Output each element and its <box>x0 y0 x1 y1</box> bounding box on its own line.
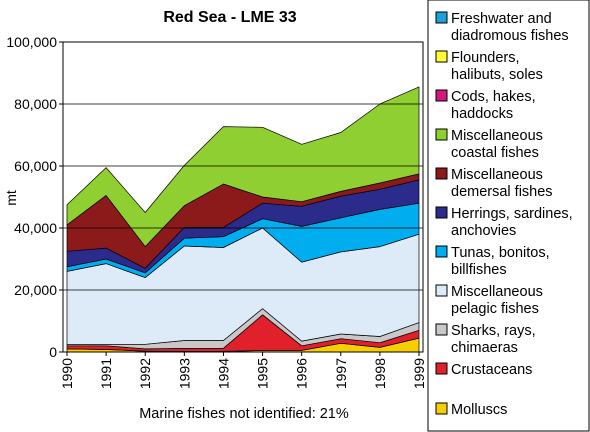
x-tick-label: 1992 <box>137 358 153 389</box>
x-tick-label: 1995 <box>255 358 271 389</box>
legend-label: Flounders, <box>451 50 520 66</box>
x-tick-label: 1991 <box>98 358 114 389</box>
plot-frame <box>62 41 424 353</box>
x-tick-label: 1993 <box>176 358 192 389</box>
legend-swatch <box>435 284 448 297</box>
y-axis-label: mt <box>3 190 19 206</box>
y-tick-label: 40,000 <box>14 220 57 236</box>
x-tick-label: 1994 <box>215 358 231 389</box>
legend <box>427 0 590 432</box>
chart-title: Red Sea - LME 33 <box>163 9 296 26</box>
y-axis: 0 20,000 40,000 60,000 80,000 100,000 <box>6 34 423 360</box>
legend-label: Sharks, rays, <box>451 323 536 339</box>
legend-label: billfishes <box>451 262 507 278</box>
area-series-group <box>66 86 420 353</box>
legend-label: Miscellaneous <box>451 128 543 144</box>
x-tick-label: 1996 <box>294 358 310 389</box>
area-series-7 <box>66 86 420 247</box>
legend-label: anchovies <box>451 223 516 239</box>
legend-label: Miscellaneous <box>451 284 543 300</box>
x-tick-label: 1990 <box>59 358 75 389</box>
legend-label: haddocks <box>451 106 513 122</box>
y-tick-label: 80,000 <box>14 96 57 112</box>
legend-swatch <box>435 50 448 63</box>
legend-swatch <box>435 245 448 258</box>
y-tick-label: 100,000 <box>6 34 57 50</box>
legend-label: Tunas, bonitos, <box>451 245 550 261</box>
x-tick-label: 1997 <box>333 358 349 389</box>
legend-swatch <box>435 206 448 219</box>
legend-label: Molluscs <box>451 402 507 418</box>
legend-label: Miscellaneous <box>451 167 543 183</box>
legend-swatch <box>435 128 448 141</box>
y-tick-label: 0 <box>49 344 57 360</box>
legend-label: pelagic fishes <box>451 301 539 317</box>
y-tick-label: 20,000 <box>14 282 57 298</box>
legend-swatch <box>435 402 448 415</box>
legend-swatch <box>435 11 448 24</box>
legend-label: demersal fishes <box>451 184 553 200</box>
legend-label: chimaeras <box>451 340 518 356</box>
legend-label: Freshwater and <box>451 11 552 27</box>
legend-label: coastal fishes <box>451 145 539 161</box>
legend-swatch <box>435 362 448 375</box>
legend-label: Herrings, sardines, <box>451 206 573 222</box>
y-tick-label: 60,000 <box>14 158 57 174</box>
legend-label: Cods, hakes, <box>451 89 536 105</box>
legend-label: Crustaceans <box>451 362 532 378</box>
legend-swatch <box>435 167 448 180</box>
chart-note: Marine fishes not identified: 21% <box>139 406 349 422</box>
legend-swatch <box>435 323 448 336</box>
legend-label: halibuts, soles <box>451 67 543 83</box>
x-tick-label: 1999 <box>411 358 427 389</box>
x-tick-label: 1998 <box>372 358 388 389</box>
x-axis: 1990 1991 1992 1993 1994 1995 1996 1997 1998 1999 <box>59 41 427 389</box>
legend-swatch <box>435 89 448 102</box>
legend-label: diadromous fishes <box>451 28 569 44</box>
